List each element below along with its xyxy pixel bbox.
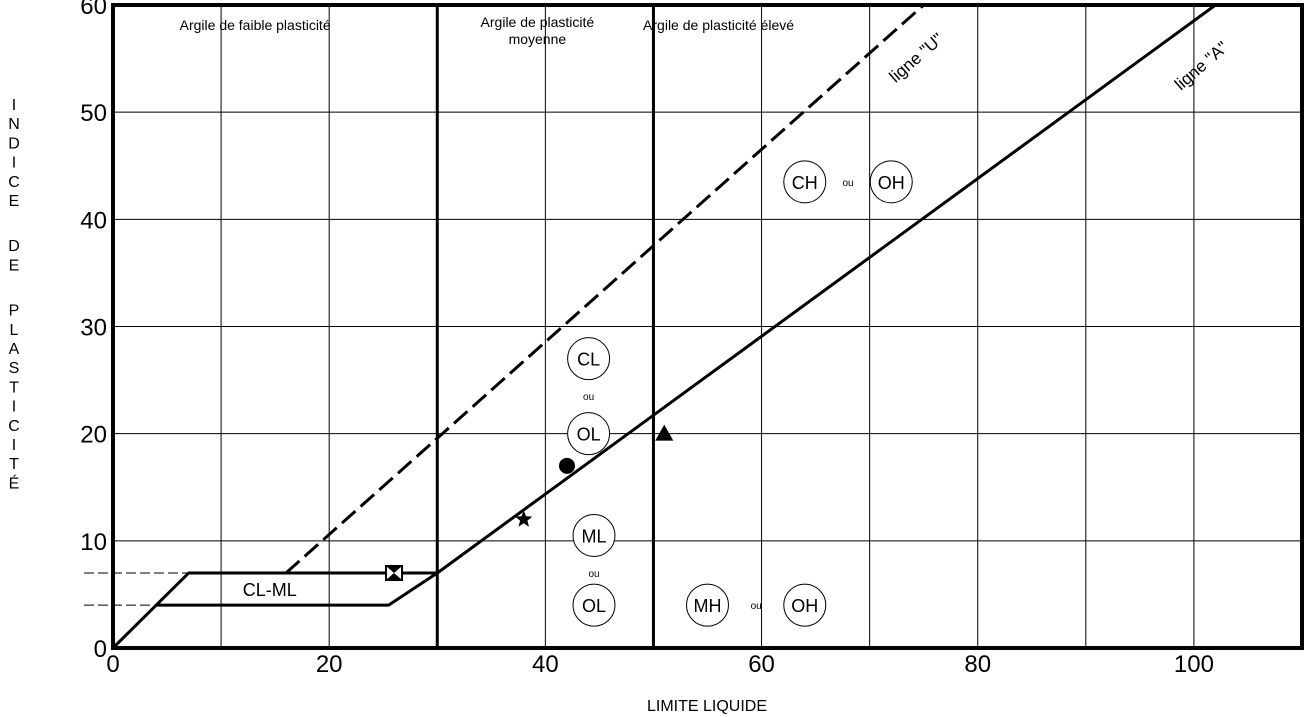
class-circle — [572, 583, 616, 627]
star-marker — [515, 510, 533, 527]
y-axis-title-letter: D — [8, 238, 20, 255]
class-circle — [783, 583, 827, 627]
class-label: MH — [694, 596, 722, 616]
class-label: CL-ML — [243, 580, 297, 600]
ou-label: ou — [842, 178, 853, 189]
x-tick-label: 40 — [532, 651, 559, 678]
y-axis-title-letter: S — [9, 360, 20, 377]
y-axis-title-letter: E — [9, 193, 20, 210]
class-label: OL — [582, 596, 606, 616]
y-tick-label: 10 — [80, 529, 107, 556]
class-label: CL — [577, 350, 600, 370]
x-tick-label: 80 — [964, 651, 991, 678]
y-tick-label: 50 — [80, 100, 107, 127]
ou-label: ou — [751, 601, 762, 612]
triangle-marker — [655, 424, 674, 441]
zone-label: moyenne — [509, 31, 567, 47]
class-circle — [783, 160, 827, 204]
a-line — [436, 3, 1217, 575]
x-tick-label: 60 — [748, 651, 775, 678]
class-label: ML — [581, 526, 606, 546]
line-label: ligne "U" — [886, 29, 948, 86]
class-circle — [567, 412, 611, 456]
zone-label: Argile de faible plasticité — [180, 17, 331, 33]
class-circle — [572, 513, 616, 557]
circle-marker — [558, 457, 575, 474]
y-axis-title-letter: C — [8, 418, 20, 435]
zone-label: Argile de plasticité élevé — [643, 17, 794, 33]
y-axis-title-letter: I — [12, 437, 16, 454]
y-tick-label: 0 — [94, 636, 107, 663]
chart-labels: 0 20 40 60 80 100 0 10 20 30 40 50 60 ligne "U" ligne … — [80, 0, 1232, 678]
y-axis-title-letter: P — [9, 303, 20, 320]
y-axis-title-letter: A — [9, 341, 20, 358]
u-line — [284, 3, 925, 575]
class-label: OL — [577, 425, 601, 445]
y-axis-title-letter: I — [12, 97, 16, 114]
plot-frame — [111, 3, 1304, 650]
y-axis-title-letter: N — [8, 116, 20, 133]
zone-label: Argile de plasticité — [481, 14, 595, 30]
grid — [113, 5, 1302, 648]
line-label: ligne "A" — [1171, 38, 1232, 94]
y-axis-title-letter: L — [10, 322, 19, 339]
hourglass-marker — [386, 565, 403, 580]
boundary-lines — [84, 3, 1217, 650]
class-circle — [567, 337, 611, 381]
x-tick-label: 20 — [316, 651, 343, 678]
boundary-line — [156, 571, 439, 607]
y-tick-label: 60 — [80, 0, 107, 20]
data-markers — [385, 424, 674, 581]
class-circle — [869, 160, 913, 204]
class-circle — [686, 583, 729, 627]
y-tick-label: 20 — [80, 422, 107, 449]
boundary-line — [111, 571, 438, 650]
y-axis-title-letter: T — [9, 379, 19, 396]
y-axis-title-letter: T — [9, 456, 19, 473]
class-label: OH — [791, 596, 818, 616]
y-axis-title-letter: E — [9, 257, 20, 274]
y-axis-title-letter: C — [8, 174, 20, 191]
x-tick-label: 100 — [1174, 651, 1214, 678]
y-axis-title-letter: I — [12, 399, 16, 416]
ou-label: ou — [583, 392, 594, 403]
y-tick-label: 40 — [80, 207, 107, 234]
y-axis-title-letter: D — [8, 135, 20, 152]
y-axis-title-letter: I — [12, 155, 16, 172]
x-axis-title: LIMITE LIQUIDE — [647, 698, 767, 715]
x-tick-label: 0 — [106, 651, 119, 678]
ou-label: ou — [588, 569, 599, 580]
y-axis-title-letter: É — [9, 473, 20, 492]
class-label: CH — [792, 173, 818, 193]
class-label: OH — [878, 173, 905, 193]
y-tick-label: 30 — [80, 315, 107, 342]
